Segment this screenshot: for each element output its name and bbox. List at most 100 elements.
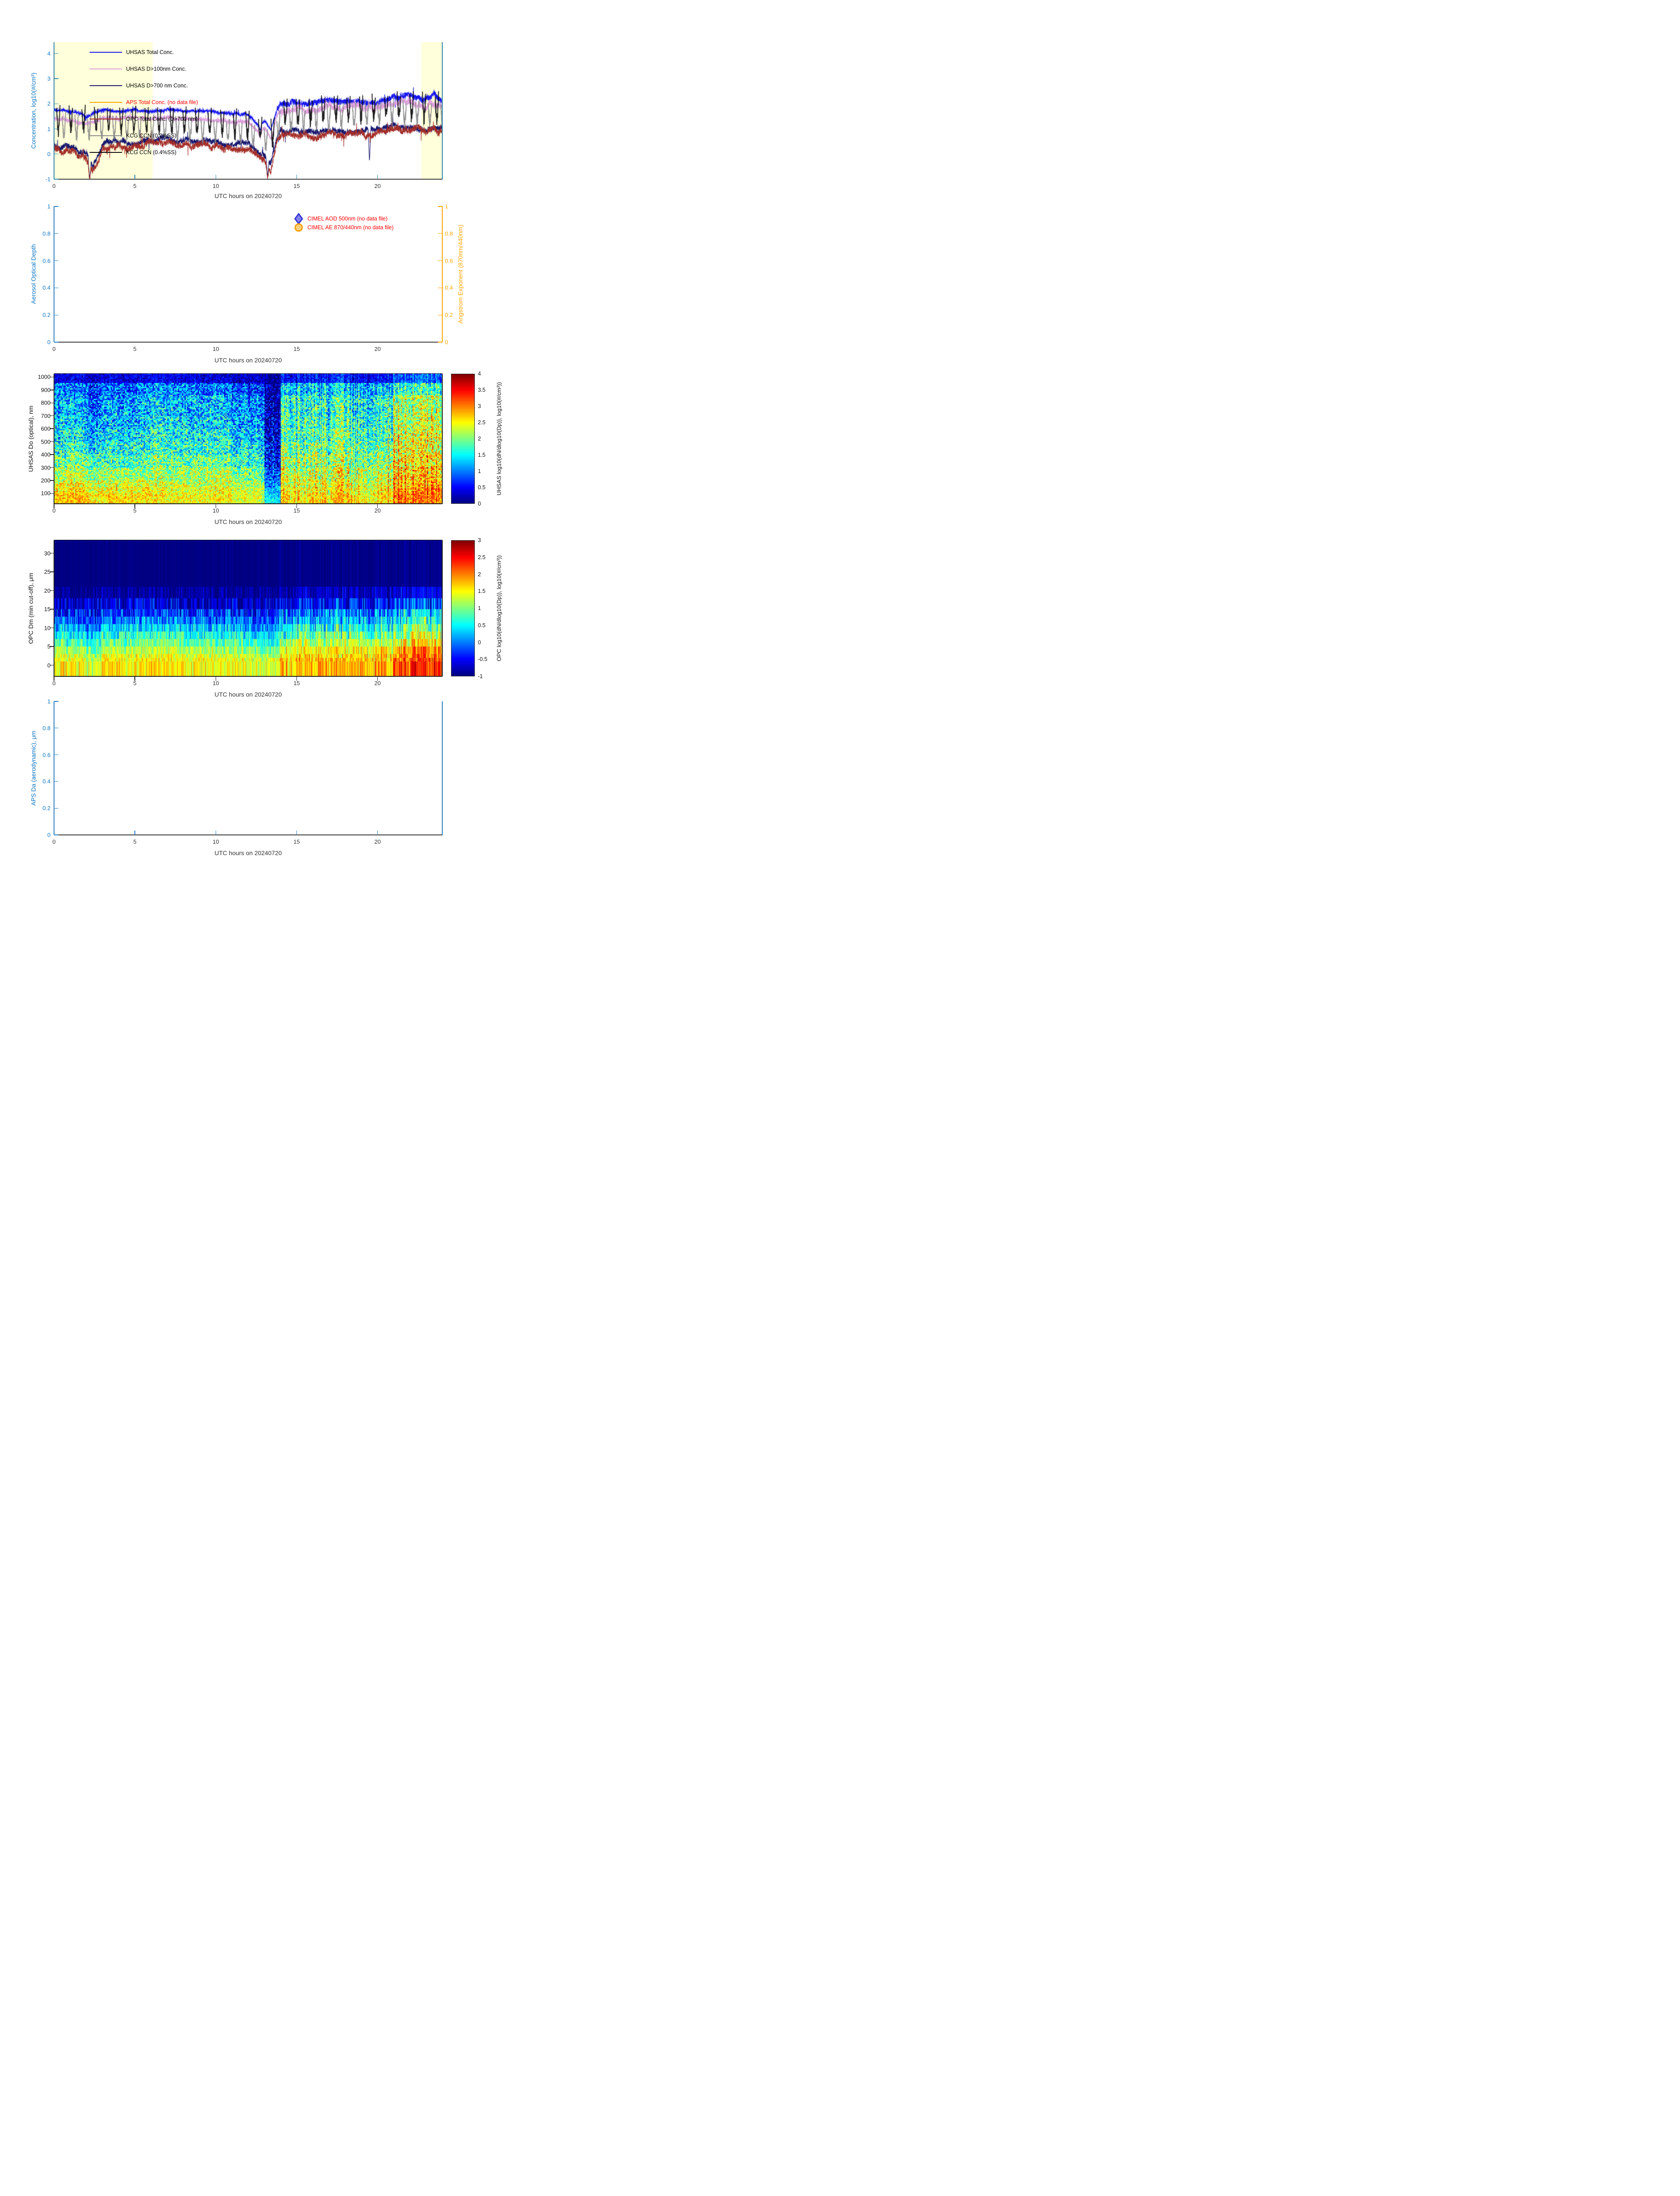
- legend-line-swatch: [90, 102, 122, 103]
- p5-xtick-label: 10: [213, 838, 219, 845]
- p5-ytick-label: 0.8: [42, 725, 51, 732]
- p3-ytick-mark: [50, 415, 54, 416]
- p3-ytick-mark: [50, 441, 54, 442]
- p5-ytick-label: 0.4: [42, 778, 51, 785]
- p4-bottom-spine: [54, 676, 442, 677]
- cb3-tick-label: 3.5: [478, 386, 486, 393]
- p3-ytick-label: 900: [41, 386, 51, 394]
- p3-x-axis-label: UTC hours on 20240720: [214, 518, 282, 525]
- p3-ytick-label: 100: [41, 490, 51, 497]
- cb3-tick-label: 4: [478, 370, 481, 377]
- p1-ytick-mark: [54, 78, 58, 79]
- p2-ytick-label: 1: [47, 203, 51, 210]
- p1-ytick-label: 0: [47, 151, 51, 158]
- cb4-tick-label: 1: [478, 605, 481, 611]
- p4-ytick-label: 15: [44, 606, 51, 613]
- p1-xtick-mark: [134, 175, 135, 179]
- p2-xtick-label: 10: [213, 346, 219, 352]
- p5-xtick-mark: [134, 831, 135, 835]
- p1-xtick-label: 15: [293, 183, 300, 189]
- p4-xtick-label: 5: [133, 680, 137, 686]
- concentration-timeseries-canvas: [54, 42, 442, 179]
- p2-ytick-label: 0.2: [42, 311, 51, 318]
- p1-ytick-label: 1: [47, 126, 51, 132]
- legend-item: CIMEL AOD 500nm (no data file): [293, 213, 394, 224]
- legend-label: APS Total Conc. (no data file): [126, 99, 198, 105]
- figure: Concentration, log10(#/cm³) UTC hours on…: [0, 0, 560, 878]
- cb4-tick-label: 0.5: [478, 622, 486, 628]
- p1-xtick-label: 5: [133, 183, 137, 189]
- p2-xtick-label: 5: [133, 346, 137, 352]
- p2-xtick-mark: [377, 338, 378, 342]
- p4-right-spine: [442, 540, 443, 676]
- p5-ytick-label: 0.2: [42, 805, 51, 812]
- p3-ytick-mark: [50, 454, 54, 455]
- p2-xtick-label: 0: [52, 346, 56, 352]
- p1-xtick-label: 10: [213, 183, 219, 189]
- p2-xtick-label: 20: [374, 346, 381, 352]
- p4-ytick-mark: [50, 646, 54, 647]
- aps-y-axis-label: APS Da (aerodynamic), μm: [30, 730, 37, 806]
- p1-ytick-label: 4: [47, 50, 51, 57]
- p3-bottom-spine: [54, 503, 442, 504]
- cb3-tick-label: 1.5: [478, 451, 486, 458]
- legend-line-swatch: [90, 85, 122, 86]
- p2-right-ytick-label: 0.4: [445, 284, 453, 291]
- p4-xtick-mark: [134, 676, 135, 681]
- p5-right-spine: [442, 701, 443, 835]
- uhsas-heatmap-panel: [54, 374, 442, 504]
- cb4-tick-label: 1.5: [478, 588, 486, 594]
- legend-line-swatch: [90, 135, 122, 136]
- p3-right-spine: [442, 374, 443, 504]
- p3-xtick-label: 20: [374, 507, 381, 514]
- p2-bottom-spine: [54, 342, 442, 343]
- opc-colorbar: [451, 540, 475, 676]
- cb4-tick-label: 3: [478, 537, 481, 543]
- cb3-tick-label: 0: [478, 500, 481, 507]
- cb4-tick-label: 0: [478, 639, 481, 646]
- legend-item: CIMEL AE 870/440nm (no data file): [293, 223, 394, 232]
- p3-ytick-label: 300: [41, 464, 51, 471]
- legend-item: UHSAS D>100nm Conc.: [90, 61, 198, 77]
- p1-ytick-mark: [54, 53, 58, 54]
- cb4-tick-label: 2: [478, 571, 481, 578]
- p5-xtick-mark: [296, 831, 297, 835]
- legend-label: KCG CCN (0.4%SS): [126, 149, 177, 155]
- legend-item: OPC Total Conc. (D>700 nm): [90, 111, 198, 127]
- opc-colorbar-canvas: [452, 541, 474, 676]
- p2-legend: CIMEL AOD 500nm (no data file) CIMEL AE 8…: [293, 213, 394, 232]
- p2-right-ytick-label: 1: [445, 203, 448, 210]
- p5-ytick-label: 1: [47, 698, 51, 705]
- concentration-y-axis-label: Concentration, log10(#/cm³): [30, 72, 37, 149]
- cb3-tick-label: 0.5: [478, 484, 486, 491]
- legend-line-swatch: [90, 52, 122, 53]
- p4-ytick-label: 20: [44, 587, 51, 594]
- p1-x-axis-label: UTC hours on 20240720: [214, 192, 282, 199]
- p4-ytick-label: 0: [47, 662, 51, 669]
- p1-legend: UHSAS Total Conc. UHSAS D>100nm Conc. UHSA…: [90, 44, 198, 161]
- p4-x-axis-label: UTC hours on 20240720: [214, 691, 282, 698]
- uhsas-heatmap-canvas: [54, 374, 442, 504]
- p3-xtick-mark: [377, 504, 378, 508]
- legend-item: KCG CCN (0.4%SS): [90, 144, 198, 161]
- legend-item: UHSAS D>700 nm Conc.: [90, 77, 198, 94]
- p3-ytick-mark: [50, 493, 54, 494]
- p1-ytick-label: -1: [45, 176, 51, 183]
- legend-label: UHSAS D>100nm Conc.: [126, 66, 187, 72]
- uhsas-colorbar-canvas: [452, 374, 474, 503]
- p3-ytick-label: 600: [41, 425, 51, 432]
- p5-bottom-spine: [54, 834, 442, 835]
- p2-xtick-mark: [134, 338, 135, 342]
- p5-ytick-mark: [54, 781, 58, 782]
- concentration-panel: [54, 42, 442, 179]
- p2-ytick-label: 0: [47, 339, 51, 346]
- p4-ytick-label: 5: [47, 643, 51, 650]
- cb3-tick-label: 1: [478, 468, 481, 474]
- p1-right-spine: [442, 42, 443, 179]
- p2-ytick-label: 0.8: [42, 230, 51, 237]
- p2-right-ytick-mark: [438, 233, 442, 234]
- p1-ytick-label: 3: [47, 75, 51, 82]
- p2-xtick-mark: [296, 338, 297, 342]
- cb4-tick-label: -0.5: [478, 656, 488, 662]
- opc-heatmap-canvas: [54, 540, 442, 676]
